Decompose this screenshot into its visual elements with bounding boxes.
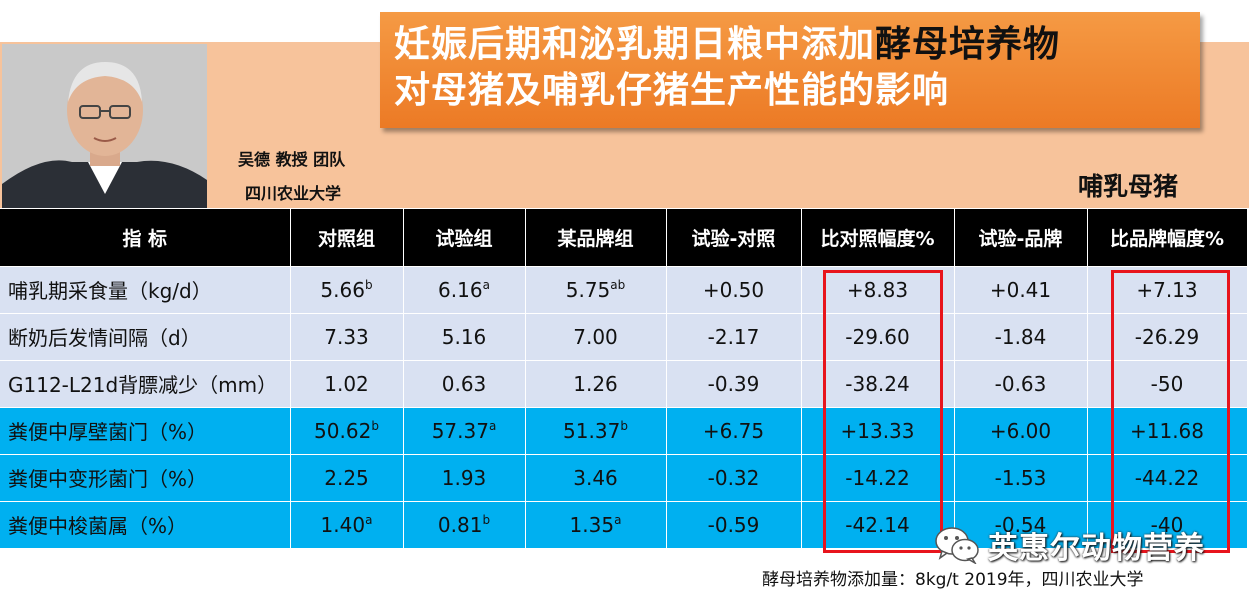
table-header-row: 指 标 对照组 试验组 某品牌组 试验-对照 比对照幅度% 试验-品牌 比品牌幅… [0,209,1248,266]
row-label: G112-L21d背膘减少（mm） [0,359,291,407]
cell-brand: 1.26 [525,359,667,407]
header-vs-brand-pct: 比品牌幅度% [1087,209,1248,266]
watermark: 英惠尔动物营养 [934,523,1205,567]
footnote: 酵母培养物添加量：8kg/t 2019年，四川农业大学 [762,570,1144,590]
cell-trial: 57.37a [403,406,526,454]
table-row: 哺乳期采食量（kg/d） 5.66b 6.16a 5.75ab +0.50 +8… [0,265,1248,313]
author-university: 四川农业大学 [245,184,342,203]
cell-trial-minus-control: +6.75 [666,406,802,454]
cell-vs-control-pct: -42.14 [801,500,955,548]
table-row: G112-L21d背膘减少（mm） 1.02 0.63 1.26 -0.39 -… [0,359,1248,407]
cell-vs-control-pct: +13.33 [801,406,955,454]
header-indicator: 指 标 [0,209,291,266]
title-highlight: 酵母培养物 [875,24,1061,65]
cell-vs-control-pct: -14.22 [801,453,955,501]
watermark-text: 英惠尔动物营养 [988,531,1205,566]
cell-trial-minus-control: -0.59 [666,500,802,548]
cell-trial: 0.81b [403,500,526,548]
row-label: 粪便中厚壁菌门（%） [0,406,291,454]
cell-trial-minus-control: +0.50 [666,265,802,313]
cell-trial-minus-brand: +6.00 [954,406,1088,454]
header-trial-minus-brand: 试验-品牌 [954,209,1088,266]
cell-trial-minus-brand: -0.54 [954,500,1088,548]
wechat-icon [935,527,979,564]
cell-trial-minus-brand: -1.53 [954,453,1088,501]
author-team: 吴德 教授 团队 [238,150,346,169]
row-label: 断奶后发情间隔（d） [0,312,291,360]
cell-vs-control-pct: -38.24 [801,359,955,407]
title-line-1: 妊娠后期和泌乳期日粮中添加酵母培养物 [394,22,1200,68]
cell-vs-control-pct: -29.60 [801,312,955,360]
highlight-box-vs-brand [1111,270,1230,553]
cell-brand: 7.00 [525,312,667,360]
cell-trial-minus-control: -0.32 [666,453,802,501]
highlight-box-vs-control [823,270,943,553]
row-label: 粪便中梭菌属（%） [0,500,291,548]
cell-brand: 1.35a [525,500,667,548]
cell-control: 2.25 [290,453,404,501]
table-row: 粪便中变形菌门（%） 2.25 1.93 3.46 -0.32 -14.22 -… [0,453,1248,501]
table-row: 粪便中厚壁菌门（%） 50.62b 57.37a 51.37b +6.75 +1… [0,406,1248,454]
header-trial-minus-control: 试验-对照 [666,209,802,266]
cell-trial: 0.63 [403,359,526,407]
title-line-2: 对母猪及哺乳仔猪生产性能的影响 [394,70,950,111]
table-row: 断奶后发情间隔（d） 7.33 5.16 7.00 -2.17 -29.60 -… [0,312,1248,360]
cell-trial: 6.16a [403,265,526,313]
author-portrait [2,44,207,208]
title-main: 妊娠后期和泌乳期日粮中添加 [394,24,876,65]
cell-control: 7.33 [290,312,404,360]
cell-control: 1.40a [290,500,404,548]
cell-trial-minus-control: -0.39 [666,359,802,407]
cell-trial-minus-control: -2.17 [666,312,802,360]
table-row: 粪便中梭菌属（%） 1.40a 0.81b 1.35a -0.59 -42.14… [0,500,1248,548]
cell-control: 50.62b [290,406,404,454]
cell-brand: 51.37b [525,406,667,454]
row-label: 粪便中变形菌门（%） [0,453,291,501]
cell-trial-minus-brand: +0.41 [954,265,1088,313]
header-brand: 某品牌组 [525,209,667,266]
cell-control: 1.02 [290,359,404,407]
header-control: 对照组 [290,209,404,266]
header-trial: 试验组 [403,209,526,266]
cell-control: 5.66b [290,265,404,313]
cell-trial: 1.93 [403,453,526,501]
title-box: 妊娠后期和泌乳期日粮中添加酵母培养物 对母猪及哺乳仔猪生产性能的影响 [380,12,1200,128]
cell-trial-minus-brand: -1.84 [954,312,1088,360]
cell-trial-minus-brand: -0.63 [954,359,1088,407]
cell-brand: 5.75ab [525,265,667,313]
cell-brand: 3.46 [525,453,667,501]
results-table: 指 标 对照组 试验组 某品牌组 试验-对照 比对照幅度% 试验-品牌 比品牌幅… [0,209,1248,548]
subject-label: 哺乳母猪 [1078,172,1179,201]
cell-trial: 5.16 [403,312,526,360]
header-vs-control-pct: 比对照幅度% [801,209,955,266]
row-label: 哺乳期采食量（kg/d） [0,265,291,313]
cell-vs-control-pct: +8.83 [801,265,955,313]
